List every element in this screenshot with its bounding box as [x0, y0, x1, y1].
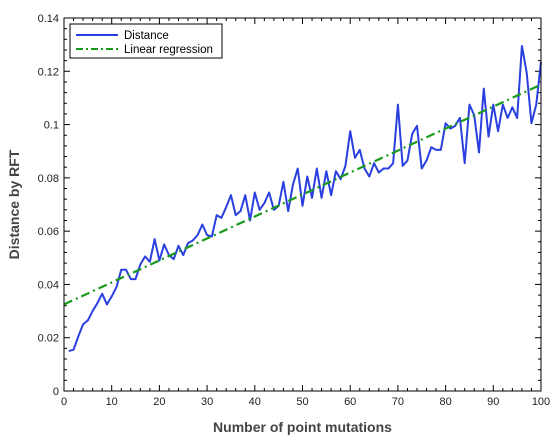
y-tick-label: 0.14	[38, 13, 59, 25]
legend-label-linear-regression: Linear regression	[124, 44, 213, 56]
series-line-linear-regression	[63, 83, 542, 306]
x-tick-label: 40	[249, 396, 261, 408]
x-tick-label: 50	[296, 396, 308, 408]
x-tick-label: 20	[153, 396, 165, 408]
legend: Distance Linear regression	[69, 23, 223, 59]
y-tick-label: 0.12	[38, 66, 59, 78]
series-layer	[63, 44, 542, 353]
y-tick-label: 0	[53, 386, 59, 398]
y-tick-label: 0.04	[38, 279, 59, 291]
y-tick-label: 0.08	[38, 173, 59, 185]
x-tick-label: 0	[61, 396, 67, 408]
x-tick-label: 60	[344, 396, 356, 408]
x-tick-label: 70	[392, 396, 404, 408]
y-tick-label: 0.1	[44, 120, 59, 132]
x-tick-label: 100	[532, 396, 550, 408]
series-line-distance	[68, 44, 542, 353]
plot-frame	[63, 17, 542, 392]
legend-box	[69, 23, 223, 59]
y-axis-title: Distance by RFT	[6, 149, 22, 259]
x-axis-ticks: 0 10 20 30 40 50 60 70 80 90 100	[61, 18, 550, 408]
legend-label-distance: Distance	[124, 30, 169, 42]
x-tick-label: 80	[439, 396, 451, 408]
x-tick-label: 30	[201, 396, 213, 408]
y-tick-label: 0.02	[38, 333, 59, 345]
x-tick-label: 90	[487, 396, 499, 408]
x-axis-title: Number of point mutations	[213, 419, 392, 435]
y-tick-label: 0.06	[38, 226, 59, 238]
x-tick-label: 10	[106, 396, 118, 408]
